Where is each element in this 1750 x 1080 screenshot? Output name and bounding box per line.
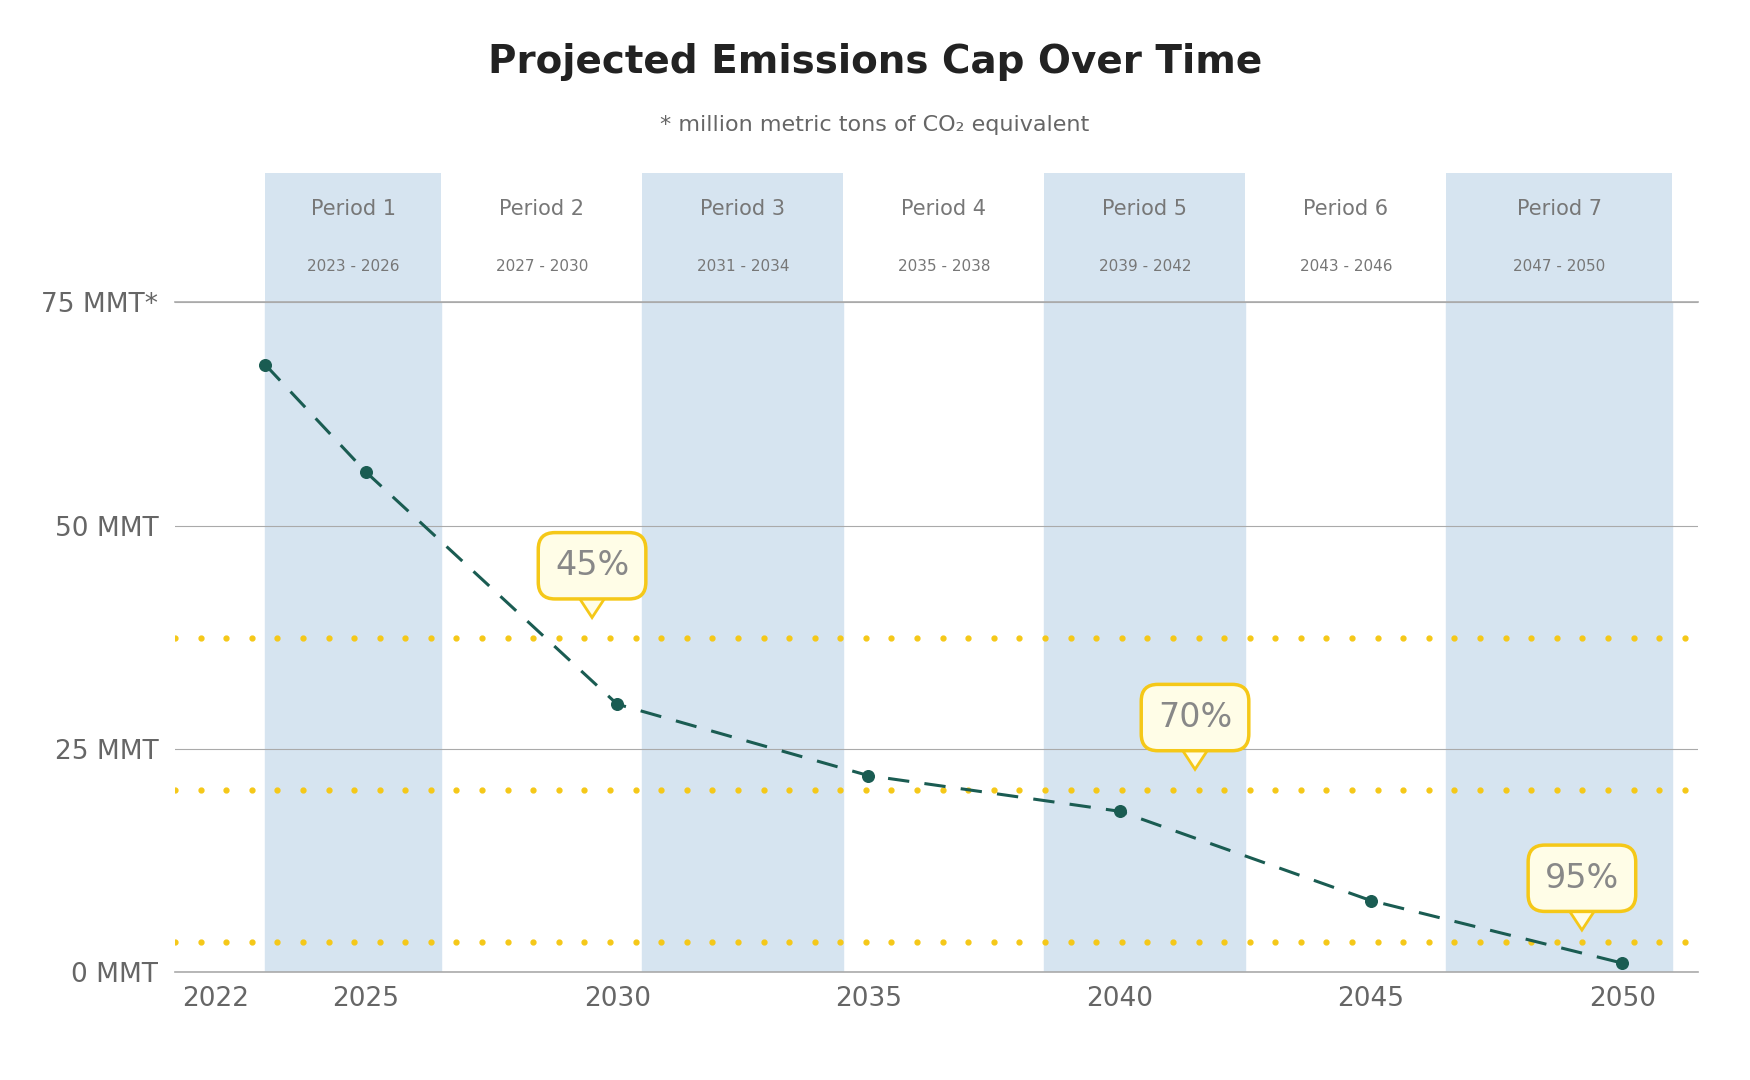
Text: 2047 - 2050: 2047 - 2050 [1514,258,1605,273]
Text: 2039 - 2042: 2039 - 2042 [1099,258,1192,273]
Bar [266,302,441,972]
Point [854,767,882,784]
Text: Period 1: Period 1 [312,199,396,219]
Polygon shape [1564,903,1600,930]
Point [1608,955,1636,972]
Text: 2023 - 2026: 2023 - 2026 [308,258,399,273]
Text: 70%: 70% [1158,701,1232,734]
Text: 2031 - 2034: 2031 - 2034 [696,258,789,273]
Point [252,356,280,374]
Polygon shape [574,591,609,618]
Point [352,463,380,481]
Text: 95%: 95% [1545,862,1619,894]
Text: Period 6: Period 6 [1304,199,1388,219]
Text: 2043 - 2046: 2043 - 2046 [1300,258,1391,273]
Text: Period 3: Period 3 [700,199,786,219]
Bar [1045,302,1246,972]
Text: Period 2: Period 2 [499,199,584,219]
Text: 45%: 45% [555,550,630,582]
Point [1106,802,1134,820]
Text: Period 4: Period 4 [901,199,987,219]
Bar [1446,302,1673,972]
Text: 2027 - 2030: 2027 - 2030 [495,258,588,273]
Text: Period 5: Period 5 [1102,199,1186,219]
Point [604,696,632,713]
Text: * million metric tons of CO₂ equivalent: * million metric tons of CO₂ equivalent [660,114,1090,135]
Text: Projected Emissions Cap Over Time: Projected Emissions Cap Over Time [488,43,1262,81]
Text: 2035 - 2038: 2035 - 2038 [898,258,990,273]
Polygon shape [1178,743,1213,769]
Text: Period 7: Period 7 [1517,199,1601,219]
Bar [642,302,844,972]
Point [1356,892,1384,909]
